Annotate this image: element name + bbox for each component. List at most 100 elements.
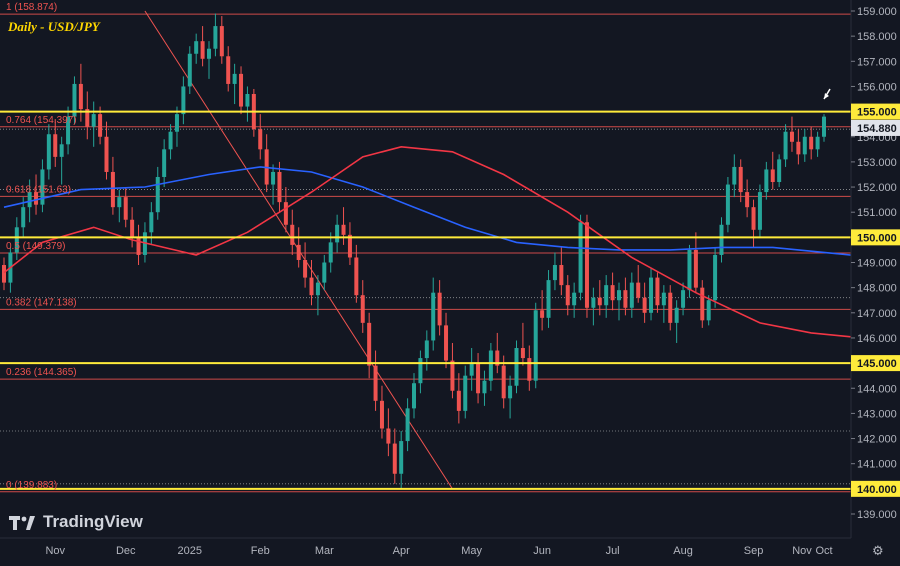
candle-body [168, 131, 173, 150]
level-price-tag: 155.000 [857, 107, 897, 119]
candle-body [78, 83, 83, 110]
candle-body [181, 86, 186, 115]
candle-body [399, 441, 404, 474]
candle-body [809, 136, 814, 150]
x-tick-label: Nov [45, 545, 65, 557]
candle-body [501, 365, 506, 399]
candle-body [604, 285, 609, 306]
candle-body [412, 383, 416, 409]
candle-body [418, 358, 423, 384]
candle-body [713, 254, 718, 301]
candle-body [796, 141, 801, 155]
candle-body [155, 176, 160, 213]
candle-body [559, 265, 564, 286]
candle-body [405, 408, 410, 442]
y-tick-label: 157.000 [857, 56, 897, 68]
candle-body [617, 290, 621, 301]
candle-body [629, 282, 634, 308]
candle-body [2, 265, 6, 283]
tradingview-brand[interactable]: TradingView [9, 512, 143, 532]
candle-body [303, 259, 308, 278]
candle-body [315, 282, 320, 296]
candle-body [34, 192, 39, 205]
candle-body [290, 224, 295, 245]
candle-body [123, 197, 128, 220]
candle-body [162, 149, 167, 177]
candle-body [674, 307, 679, 323]
candle-body [642, 297, 647, 313]
y-tick-label: 139.000 [857, 509, 897, 521]
x-tick-label: May [461, 545, 482, 557]
y-tick-label: 143.000 [857, 408, 897, 420]
candle-body [437, 292, 442, 326]
candle-body [770, 169, 775, 183]
candle-body [200, 41, 205, 59]
level-price-tag-bg [851, 103, 900, 120]
candle-body [296, 244, 301, 260]
candle-body [72, 83, 77, 117]
candle-body [495, 350, 500, 366]
candle-body [59, 144, 64, 157]
x-tick-label: Nov [792, 545, 812, 557]
candle-body [46, 134, 51, 170]
candle-body [514, 348, 519, 386]
candle-body [66, 116, 71, 145]
candle-body [777, 159, 782, 183]
candle-body [546, 280, 551, 318]
y-tick-label: 146.000 [857, 333, 897, 345]
candle-body [367, 322, 372, 366]
fib-level-label: 0.382 (147.138) [6, 297, 77, 308]
y-tick-label: 152.000 [857, 182, 897, 194]
gear-icon[interactable]: ⚙ [872, 544, 884, 559]
candle-body [373, 365, 378, 401]
candle-body [174, 114, 179, 132]
x-tick-label: Dec [116, 545, 136, 557]
candle-body [110, 171, 115, 208]
candle-body [488, 350, 493, 381]
candle-body [783, 131, 788, 160]
level-price-tag-bg [851, 229, 900, 246]
candle-body [207, 48, 211, 59]
candle-body [40, 169, 45, 205]
level-price-tag: 140.000 [857, 484, 897, 496]
candle-body [360, 295, 365, 323]
candle-body [354, 257, 359, 296]
y-tick-label: 142.000 [857, 434, 897, 446]
fib-level-label: 0 (139.883) [6, 480, 57, 491]
ma-fast-line [3, 166, 900, 262]
y-tick-label: 151.000 [857, 207, 897, 219]
candle-body [578, 222, 583, 293]
x-tick-label: Jul [606, 545, 620, 557]
candle-body [732, 166, 737, 185]
candle-body [341, 224, 346, 235]
current-price-tag: 154.880 [857, 123, 897, 135]
y-tick-label: 141.000 [857, 459, 897, 471]
price-scale[interactable] [851, 0, 900, 561]
candle-body [623, 290, 628, 308]
y-tick-label: 144.000 [857, 383, 897, 395]
y-tick-label: 156.000 [857, 81, 897, 93]
y-tick-label: 158.000 [857, 31, 897, 43]
candle-body [277, 171, 282, 203]
candle-body [239, 73, 244, 107]
candle-body [117, 197, 122, 208]
candle-body [661, 292, 666, 306]
candle-body [424, 340, 429, 359]
fib-level-label: 0.236 (144.365) [6, 367, 77, 378]
candle-body [584, 222, 589, 308]
time-axis[interactable] [0, 538, 851, 561]
y-tick-label: 147.000 [857, 308, 897, 320]
candle-body [283, 202, 288, 225]
chart-title: Daily - USD/JPY [8, 19, 100, 34]
candle-body [540, 310, 545, 318]
tradingview-logo-icon [9, 515, 37, 530]
candle-body [591, 297, 596, 308]
candle-body [187, 53, 192, 87]
candle-body [469, 363, 474, 376]
candle-body [482, 380, 487, 394]
fib-level-label: 1 (158.874) [6, 2, 57, 13]
candle-body [85, 109, 90, 127]
candle-body [194, 41, 199, 54]
